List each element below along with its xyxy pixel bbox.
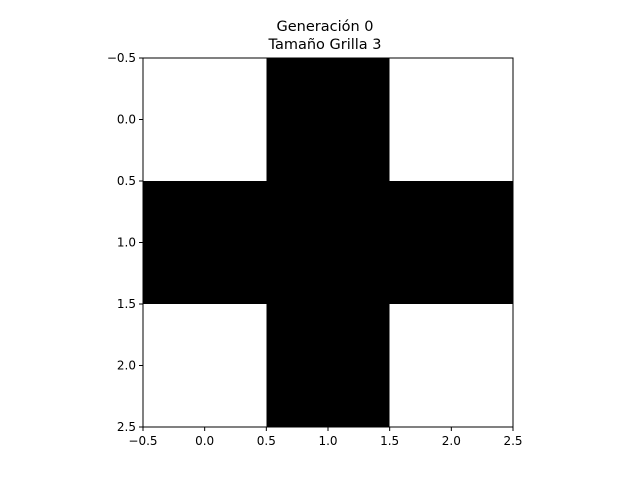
- x-tick-label: 2.0: [442, 434, 461, 448]
- x-tick-label: 1.5: [380, 434, 399, 448]
- y-tick-label: 0.0: [117, 113, 136, 127]
- heatmap-cells: [143, 58, 513, 427]
- chart-title-line-2: Tamaño Grilla 3: [267, 37, 381, 53]
- x-tick-label: 0.0: [195, 434, 214, 448]
- x-tick-label: 1.0: [318, 434, 337, 448]
- heatmap-cell-r0-c0: [143, 58, 267, 181]
- y-tick-label: 2.5: [117, 420, 136, 434]
- heatmap-cell-r2-c0: [143, 304, 267, 427]
- x-tick-label: 2.5: [503, 434, 522, 448]
- y-tick-label: 2.0: [117, 359, 136, 373]
- heatmap-cell-r0-c1: [266, 58, 390, 181]
- y-tick-label: 1.0: [117, 236, 136, 250]
- y-axis-ticks: −0.5 0.0 0.5 1.0 1.5 2.0 2.5: [107, 51, 143, 434]
- y-tick-label: 0.5: [117, 174, 136, 188]
- x-tick-label: −0.5: [128, 434, 157, 448]
- x-axis-ticks: −0.5 0.0 0.5 1.0 1.5 2.0 2.5: [128, 427, 523, 448]
- heatmap-cell-r1-c0: [143, 181, 267, 304]
- y-tick-label: 1.5: [117, 297, 136, 311]
- heatmap-cell-r1-c1: [266, 181, 390, 304]
- y-tick-label: −0.5: [107, 51, 136, 65]
- chart-title-line-1: Generación 0: [276, 19, 373, 35]
- heatmap-cell-r0-c2: [389, 58, 513, 181]
- heatmap-cell-r2-c1: [266, 304, 390, 427]
- heatmap-cell-r1-c2: [389, 181, 513, 304]
- heatmap-cell-r2-c2: [389, 304, 513, 427]
- x-tick-label: 0.5: [257, 434, 276, 448]
